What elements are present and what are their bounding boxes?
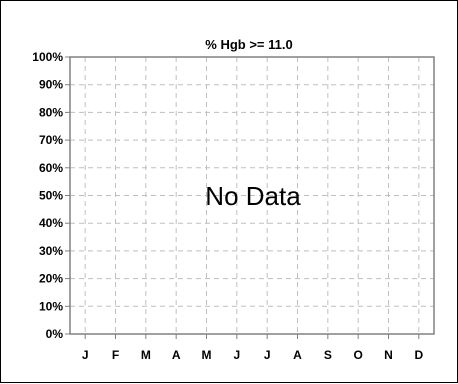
y-tick-label: 70%	[39, 133, 63, 147]
no-data-message: No Data	[205, 181, 301, 211]
x-tick-label: J	[82, 348, 89, 362]
x-tick-label: O	[353, 348, 362, 362]
grid-lines	[70, 57, 434, 334]
x-tick-label: A	[172, 348, 181, 362]
y-tick-label: 60%	[39, 161, 63, 175]
y-tick-label: 40%	[39, 216, 63, 230]
y-axis: 0% 10% 20% 30% 40% 50% 60% 70% 80% 90% 100%	[32, 50, 70, 341]
y-tick-label: 90%	[39, 78, 63, 92]
x-tick-label: A	[293, 348, 302, 362]
y-tick-label: 80%	[39, 105, 63, 119]
x-tick-label: N	[384, 348, 393, 362]
chart-title: % Hgb >= 11.0	[205, 37, 292, 52]
y-tick-label: 100%	[32, 50, 63, 64]
x-tick-label: J	[233, 348, 240, 362]
y-tick-label: 20%	[39, 272, 63, 286]
y-tick-label: 30%	[39, 244, 63, 258]
y-tick-label: 10%	[39, 299, 63, 313]
x-tick-label: S	[324, 348, 332, 362]
x-tick-label: F	[112, 348, 119, 362]
x-tick-label: J	[264, 348, 271, 362]
x-tick-label: D	[414, 348, 423, 362]
y-tick-label: 50%	[39, 189, 63, 203]
y-tick-label: 0%	[46, 327, 64, 341]
x-tick-label: M	[202, 348, 212, 362]
x-tick-label: M	[141, 348, 151, 362]
